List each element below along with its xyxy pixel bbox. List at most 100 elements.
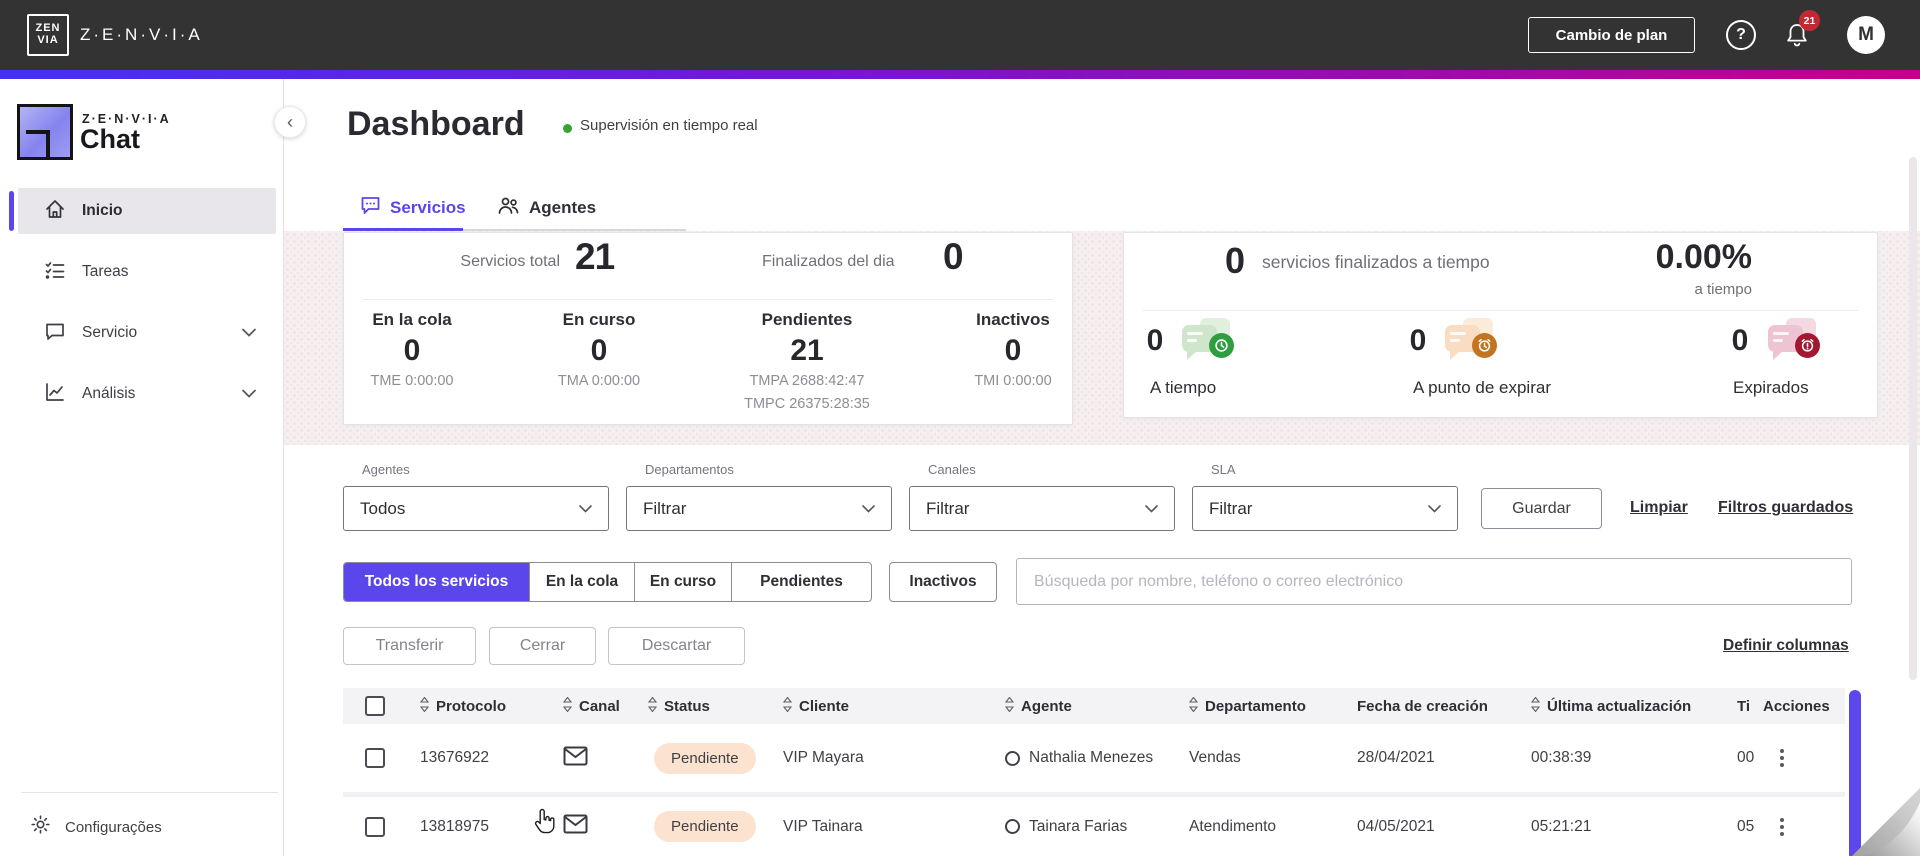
sla-finished-value: 0 [1225, 240, 1245, 281]
stat-col-meta: TMI 0:00:00 [974, 373, 1052, 389]
inactivos-button[interactable]: Inactivos [889, 562, 997, 602]
column-header-protocolo[interactable]: Protocolo [410, 696, 553, 716]
column-header-departamento[interactable]: Departamento [1179, 696, 1347, 716]
chevron-down-icon[interactable] [242, 324, 256, 342]
sort-icon[interactable] [562, 696, 573, 716]
services-stats-card [343, 232, 1073, 425]
sidebar-collapse-button[interactable]: ‹ [274, 106, 306, 138]
stat-col-value: 0 [403, 334, 421, 367]
segment-en-curso[interactable]: En curso [634, 563, 731, 601]
row-checkbox[interactable] [365, 816, 385, 837]
time-cell-truncated: 05 [1737, 817, 1755, 835]
column-header-ultima-actualizacion[interactable]: Última actualización [1521, 696, 1732, 716]
close-service-button[interactable]: Cerrar [489, 627, 596, 665]
channels-filter-dropdown[interactable]: Filtrar [909, 486, 1175, 531]
table-row[interactable]: 13818975 Pendiente VIP Tainara Tainara F… [343, 797, 1845, 856]
sort-icon[interactable] [1530, 696, 1541, 716]
stats-divider [363, 299, 1053, 300]
sidebar-item-servicio[interactable]: Servicio [18, 310, 276, 356]
stat-col-value: 0 [1004, 334, 1022, 367]
user-avatar[interactable]: M [1847, 16, 1885, 54]
active-nav-indicator [9, 191, 14, 231]
sidebar-item-tareas[interactable]: Tareas [18, 249, 276, 295]
help-glyph: ? [1736, 26, 1746, 43]
brand-gradient-bar [0, 70, 1920, 79]
row-divider [343, 792, 1845, 797]
sort-icon[interactable] [1004, 696, 1015, 716]
tab-agentes[interactable]: Agentes [497, 196, 596, 220]
segment-pendientes[interactable]: Pendientes [731, 563, 871, 601]
chevron-down-icon[interactable] [242, 385, 256, 403]
sla-percent-value: 0.00% [1655, 238, 1752, 276]
column-header-fecha-creacion[interactable]: Fecha de creación [1347, 698, 1521, 715]
saved-filters-link[interactable]: Filtros guardados [1718, 499, 1854, 516]
transfer-button[interactable]: Transferir [343, 627, 476, 665]
sla-filter-dropdown[interactable]: Filtrar [1192, 486, 1458, 531]
client-cell: VIP Mayara [783, 749, 864, 766]
sla-divider [1143, 310, 1858, 311]
sla-percent-label: a tiempo [1694, 281, 1752, 298]
department-cell: Vendas [1189, 749, 1241, 766]
column-header-status[interactable]: Status [638, 696, 773, 716]
column-header-tiempo-truncated[interactable]: Ti [1732, 698, 1759, 715]
live-status-dot [563, 124, 572, 133]
zenvia-logo-icon: ZEN VIA [27, 14, 69, 56]
tab-servicios[interactable]: Servicios [360, 196, 466, 220]
change-plan-button[interactable]: Cambio de plan [1528, 17, 1695, 53]
sort-icon[interactable] [647, 696, 658, 716]
row-actions-kebab-icon[interactable] [1769, 814, 1795, 840]
select-all-checkbox[interactable] [365, 696, 385, 716]
agents-filter-dropdown[interactable]: Todos [343, 486, 609, 531]
page-curl-widget[interactable] [1850, 786, 1920, 856]
sla-finished-label: servicios finalizados a tiempo [1262, 252, 1490, 272]
sidebar-item-inicio[interactable]: Inicio [18, 188, 276, 234]
tasks-icon [44, 259, 66, 286]
search-input[interactable] [1016, 558, 1852, 605]
column-header-cliente[interactable]: Cliente [773, 696, 995, 716]
column-header-canal[interactable]: Canal [553, 696, 638, 716]
agents-tab-icon [497, 196, 520, 220]
discard-button[interactable]: Descartar [608, 627, 745, 665]
agent-status-ring-icon [1005, 750, 1020, 766]
chevron-down-icon [862, 500, 875, 518]
sidebar-item-analisis[interactable]: Análisis [18, 371, 276, 417]
save-filter-button[interactable]: Guardar [1481, 488, 1602, 529]
clear-filters-link[interactable]: Limpiar [1630, 499, 1688, 516]
client-cell: VIP Tainara [783, 817, 863, 835]
define-columns-link[interactable]: Definir columnas [1723, 637, 1849, 654]
sla-item-value: 0 [1146, 324, 1164, 357]
table-scrollbar-thumb[interactable] [1849, 690, 1861, 856]
table-row[interactable]: 13676922 Pendiente VIP Mayara Nathalia M… [343, 724, 1845, 792]
segment-todos-los-servicios[interactable]: Todos los servicios [344, 563, 529, 601]
sidebar-item-configuracoes[interactable]: Configurações [18, 805, 258, 849]
channel-cell [553, 814, 638, 839]
row-actions-kebab-icon[interactable] [1769, 745, 1795, 771]
time-cell-truncated: 00 [1737, 749, 1755, 766]
filter-label-canales: Canales [928, 462, 976, 477]
email-channel-icon[interactable] [563, 814, 588, 839]
row-checkbox[interactable] [365, 748, 385, 768]
sort-icon[interactable] [1188, 696, 1199, 716]
column-label: Última actualización [1547, 697, 1692, 715]
column-header-acciones: Acciones [1759, 698, 1845, 715]
dropdown-value: Todos [360, 498, 406, 518]
departments-filter-dropdown[interactable]: Filtrar [626, 486, 892, 531]
service-status-segmented-control: Todos los servicios En la cola En curso … [343, 562, 872, 602]
column-header-agente[interactable]: Agente [995, 696, 1179, 716]
updated-cell: 05:21:21 [1531, 817, 1592, 835]
segment-en-la-cola[interactable]: En la cola [529, 563, 634, 601]
sort-icon[interactable] [782, 696, 793, 716]
help-icon[interactable]: ? [1726, 20, 1756, 50]
sidebar-brand-text: Z·E·N·V·I·A [82, 112, 171, 126]
sla-item-value: 0 [1731, 324, 1749, 357]
sla-item-label: A punto de expirar [1413, 378, 1551, 397]
email-channel-icon[interactable] [563, 746, 588, 771]
gear-icon [30, 814, 51, 840]
tab-label: Agentes [529, 198, 597, 217]
status-badge: Pendiente [654, 742, 756, 774]
notification-count-badge: 21 [1799, 10, 1820, 31]
chat-logo-hbar [26, 130, 48, 134]
stat-col-label: En la cola [372, 310, 452, 329]
page-scrollbar-thumb[interactable] [1909, 157, 1917, 680]
sort-icon[interactable] [419, 696, 430, 716]
